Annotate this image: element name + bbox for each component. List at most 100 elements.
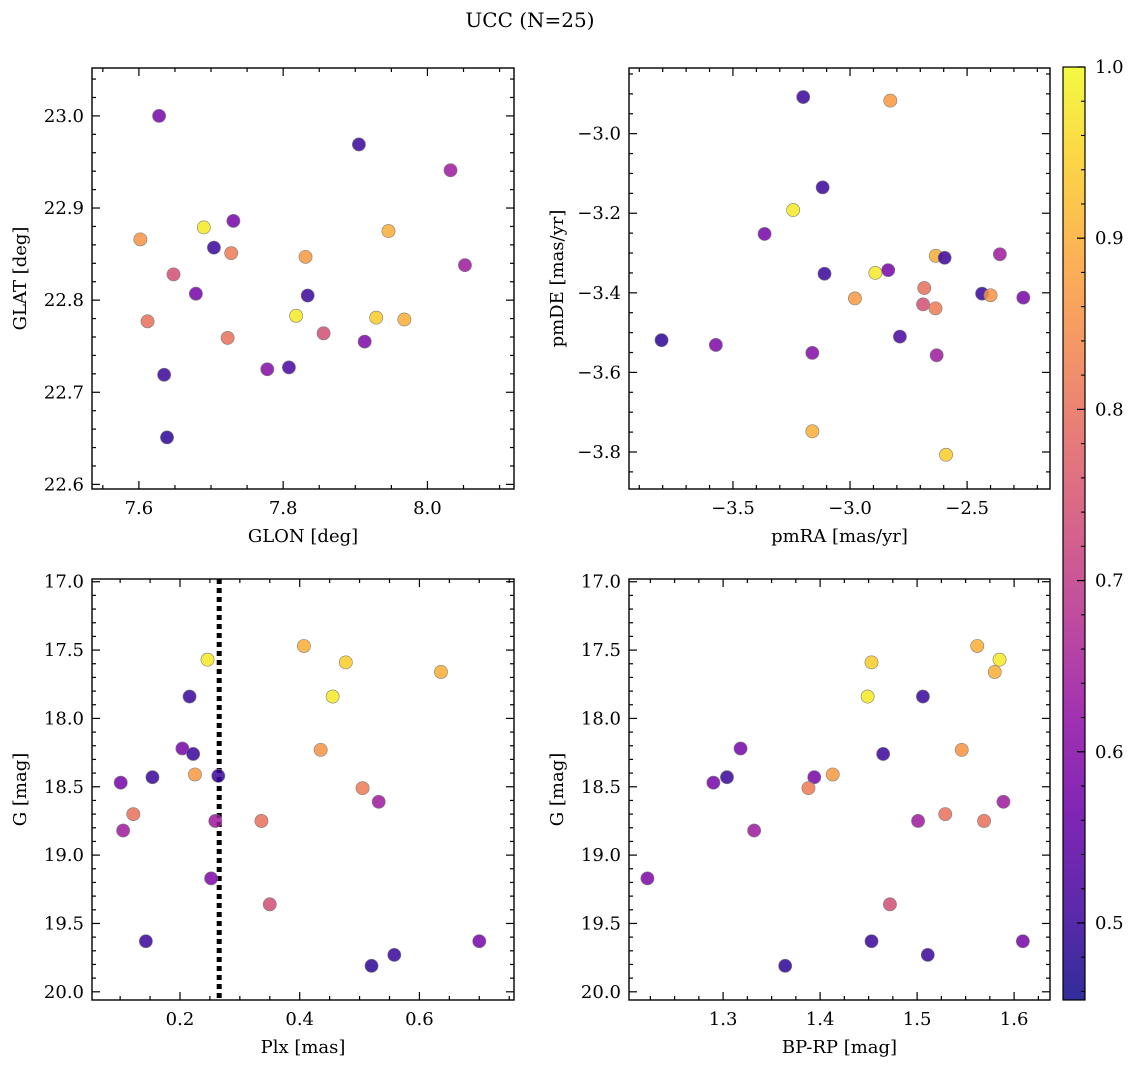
data-point — [868, 266, 883, 280]
data-point — [166, 267, 181, 282]
data-point — [298, 249, 313, 264]
y-tick-label: 18.0 — [581, 708, 621, 729]
data-point — [226, 214, 241, 228]
panel-glon-glat: 7.6 7.8 8.0 22.6 22.7 22.8 22.9 23.0 GLON [deg] G… — [10, 67, 515, 547]
scatter-panels: 7.6 7.8 8.0 22.6 22.7 22.8 22.9 23.0 GLON [deg] G… — [10, 67, 1051, 1058]
data-point — [883, 897, 897, 912]
x-tick-label: 1.5 — [903, 1009, 932, 1030]
data-point — [145, 770, 160, 785]
data-point — [928, 301, 943, 316]
data-point — [883, 93, 898, 108]
ticks — [92, 68, 514, 489]
data-point — [313, 742, 328, 757]
axes-frame — [91, 578, 515, 1001]
ticks — [629, 68, 1050, 489]
x-tick-label: 1.4 — [806, 1009, 835, 1030]
data-point — [937, 250, 952, 265]
colorbar-gradient — [1062, 66, 1086, 1001]
colorbar-tick-label: 0.7 — [1095, 571, 1124, 592]
data-point — [929, 348, 944, 363]
y-tick-label: 17.5 — [44, 640, 84, 661]
y-tick-label: 19.0 — [581, 845, 621, 866]
y-tick-label: 20.0 — [44, 982, 84, 1003]
data-point — [987, 665, 1002, 679]
data-point — [805, 346, 820, 360]
data-point — [262, 897, 277, 912]
data-point — [254, 814, 269, 828]
data-point — [208, 814, 223, 828]
x-tick-label: 7.6 — [125, 498, 154, 519]
y-tick-label: 19.5 — [581, 913, 621, 934]
data-point — [355, 781, 370, 796]
ticks — [629, 579, 1050, 1000]
y-tick-label: 18.5 — [581, 777, 621, 798]
data-point — [848, 291, 862, 306]
x-tick-label: 0.4 — [285, 1009, 314, 1030]
data-point — [893, 329, 907, 344]
data-point — [864, 934, 879, 949]
x-tick-label: 1.3 — [709, 1009, 738, 1030]
x-tick-label: 8.0 — [413, 498, 442, 519]
data-point — [325, 689, 340, 704]
x-tick-label: −3.5 — [711, 498, 755, 519]
data-point — [381, 224, 396, 238]
data-point — [196, 220, 211, 235]
y-tick-label: 22.9 — [44, 198, 84, 219]
data-point — [876, 747, 891, 761]
panel-bprp-g: 1.3 1.4 1.5 1.6 17.0 17.5 18.0 18.5 19.0 19.5 20.0… — [547, 572, 1051, 1058]
data-point — [970, 639, 985, 653]
data-point — [371, 794, 386, 809]
data-point — [881, 263, 896, 278]
data-point — [1015, 934, 1030, 949]
data-point — [996, 794, 1011, 809]
data-point — [116, 823, 131, 838]
data-point — [364, 958, 379, 973]
x-axis-label: pmRA [mas/yr] — [771, 526, 908, 547]
y-tick-label: 17.0 — [44, 572, 84, 593]
data-point — [864, 655, 879, 670]
data-point — [260, 362, 275, 377]
data-point — [825, 767, 840, 782]
data-point — [207, 240, 221, 255]
y-tick-label: 23.0 — [44, 106, 84, 127]
data-point — [805, 424, 820, 439]
data-point — [992, 247, 1007, 262]
data-point — [983, 288, 998, 303]
figure-title: UCC (N=25) — [465, 8, 594, 32]
data-point — [815, 180, 830, 195]
colorbar-tick-label: 0.6 — [1095, 742, 1124, 763]
y-tick-label: 20.0 — [581, 982, 621, 1003]
data-point — [157, 367, 172, 382]
data-point — [708, 338, 723, 352]
x-tick-label: 7.8 — [269, 498, 298, 519]
x-tick-label: 0.2 — [166, 1009, 195, 1030]
x-tick-label: −3.0 — [828, 498, 872, 519]
data-point — [188, 286, 203, 301]
data-point — [954, 742, 969, 757]
data-point — [747, 823, 762, 838]
data-point — [977, 814, 991, 828]
y-tick-label: 22.8 — [44, 290, 84, 311]
y-tick-label: −3.4 — [577, 283, 621, 304]
data-point — [778, 958, 793, 973]
y-tick-label: 19.0 — [44, 845, 84, 866]
data-point — [640, 871, 655, 886]
points — [640, 639, 1030, 973]
colorbar-tick-label: 0.9 — [1095, 228, 1124, 249]
axes-frame — [91, 67, 515, 490]
data-point — [916, 689, 930, 704]
data-point — [211, 768, 226, 783]
y-axis-label: pmDE [mas/yr] — [547, 210, 568, 348]
data-point — [720, 770, 734, 785]
y-tick-label: −3.2 — [577, 203, 621, 224]
data-point — [917, 281, 932, 295]
data-point — [182, 689, 197, 704]
y-tick-label: 19.5 — [44, 913, 84, 934]
data-point — [757, 227, 772, 241]
data-point — [654, 333, 669, 348]
axes-frame — [628, 578, 1051, 1001]
x-axis-label: BP-RP [mag] — [782, 1037, 897, 1058]
data-point — [152, 109, 166, 123]
data-point — [126, 807, 141, 822]
data-point — [338, 655, 353, 670]
